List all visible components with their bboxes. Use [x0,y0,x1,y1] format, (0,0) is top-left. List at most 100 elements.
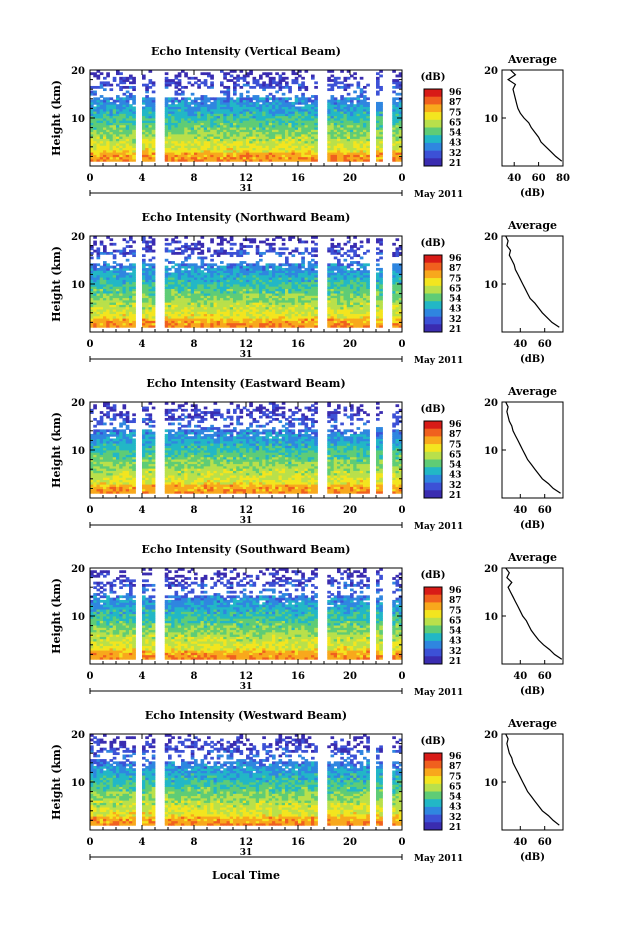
colorbar-tick-label: 65 [449,118,462,128]
heatmap-cell [113,243,117,246]
heatmap-cell [175,268,179,271]
heatmap-cell [197,252,201,255]
heatmap-cell [184,72,188,75]
heatmap-cell [178,79,182,82]
heatmap-cell [227,263,231,266]
heatmap-cell [132,263,136,266]
heatmap-cell [230,252,234,255]
heatmap-cell [204,72,208,75]
heatmap-cell [279,247,283,250]
heatmap-cell [97,97,101,100]
heatmap-cell [227,79,231,82]
heatmap-cell [93,97,97,100]
heatmap-cell [204,257,208,260]
heatmap-cell [116,263,120,266]
heatmap-cell [272,243,276,246]
heatmap-cell [357,95,361,98]
heatmap-cell [227,241,231,244]
heatmap-cell [90,72,94,75]
heatmap-cell [197,102,201,105]
heatmap-cell [340,86,344,89]
heatmap-cell [132,241,136,244]
heatmap-cell [262,252,266,255]
heatmap-cell [282,243,286,246]
heatmap-cell [178,241,182,244]
heatmap-cell [175,241,179,244]
heatmap-cell [116,84,120,87]
heatmap-cell [392,97,396,100]
heatmap-cell [337,259,341,262]
heatmap-cell [126,77,130,80]
heatmap-cell [347,254,351,257]
heatmap-cell [178,88,182,91]
heatmap-cell [103,245,107,248]
heatmap-cell [246,72,250,75]
heatmap-cell [327,84,331,87]
heatmap-cell [129,81,133,84]
heatmap-cell [171,272,175,275]
heatmap-cell [344,266,348,269]
heatmap-cell [282,86,286,89]
heatmap-cell [142,247,146,250]
heatmap-cell [197,84,201,87]
heatmap-cell [233,100,237,103]
x-tick-label: 12 [239,173,253,184]
heatmap-cell [214,268,218,271]
heatmap-cell [181,261,185,264]
heatmap-cell [165,72,169,75]
heatmap-cell [171,238,175,241]
heatmap-cell [149,97,153,100]
heatmap-cell [269,93,273,96]
heatmap-cell [350,84,354,87]
heatmap-cell [272,77,276,80]
heatmap-cell [191,106,195,109]
heatmap-cell [145,95,149,98]
heatmap-cell [129,86,133,89]
heatmap-cell [243,261,247,264]
heatmap-cell [100,95,104,98]
heatmap-cell [272,247,276,250]
heatmap-cell [97,75,101,78]
heatmap-cell [178,263,182,266]
heatmap-cell [119,77,123,80]
heatmap-cell [152,250,156,253]
heatmap-cell [363,95,367,98]
heatmap-cell [223,86,227,89]
heatmap-cell [256,261,260,264]
heatmap-cell [314,261,318,264]
heatmap-cell [230,97,234,100]
heatmap-cell [246,95,250,98]
colorbar-swatch [424,135,442,143]
heatmap-cell [197,79,201,82]
heatmap-cell [301,257,305,260]
heatmap-cell [275,81,279,84]
heatmap-cell [253,86,257,89]
heatmap-cell [360,88,364,91]
heatmap-cell [119,97,123,100]
heatmap-cell [334,77,338,80]
heatmap-cell [249,245,253,248]
heatmap-cell [266,95,270,98]
heatmap-cell [259,75,263,78]
panel-1: Echo Intensity (Northward Beam)2010Heigh… [50,211,563,366]
x-tick-label: 20 [343,173,357,184]
colorbar-tick-label: 43 [449,139,462,149]
heatmap-cell [379,102,383,105]
heatmap-cell [344,259,348,262]
heatmap-cell [240,77,244,80]
heatmap-cell [292,79,296,82]
heatmap-cell [171,266,175,269]
colorbar-swatch [424,120,442,128]
colorbar-tick-label: 75 [449,108,462,118]
heatmap-cell [168,104,172,107]
heatmap-cell [119,86,123,89]
heatmap-cell [119,250,123,253]
heatmap-cell [243,266,247,269]
heatmap-cell [175,97,179,100]
heatmap-cell [337,250,341,253]
average-title: Average [507,53,557,66]
heatmap-cell [123,238,127,241]
heatmap-cell [262,266,266,269]
heatmap-cell [334,263,338,266]
heatmap-cell [129,104,133,107]
